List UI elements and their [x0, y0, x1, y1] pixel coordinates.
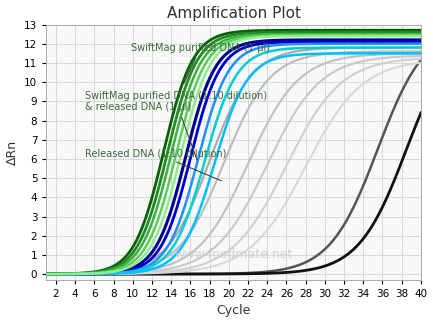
Text: www.foodmate.net: www.foodmate.net — [174, 248, 293, 261]
Y-axis label: ΔRn: ΔRn — [6, 140, 19, 165]
Text: SwiftMag purified DNA (1 µl): SwiftMag purified DNA (1 µl) — [131, 43, 270, 83]
Title: Amplification Plot: Amplification Plot — [167, 5, 301, 21]
X-axis label: Cycle: Cycle — [216, 305, 251, 318]
Text: Released DNA (1:10 dilution): Released DNA (1:10 dilution) — [85, 148, 226, 181]
Text: SwiftMag purified DNA (1:10 dilution)
& released DNA (1 µl): SwiftMag purified DNA (1:10 dilution) & … — [85, 90, 267, 160]
